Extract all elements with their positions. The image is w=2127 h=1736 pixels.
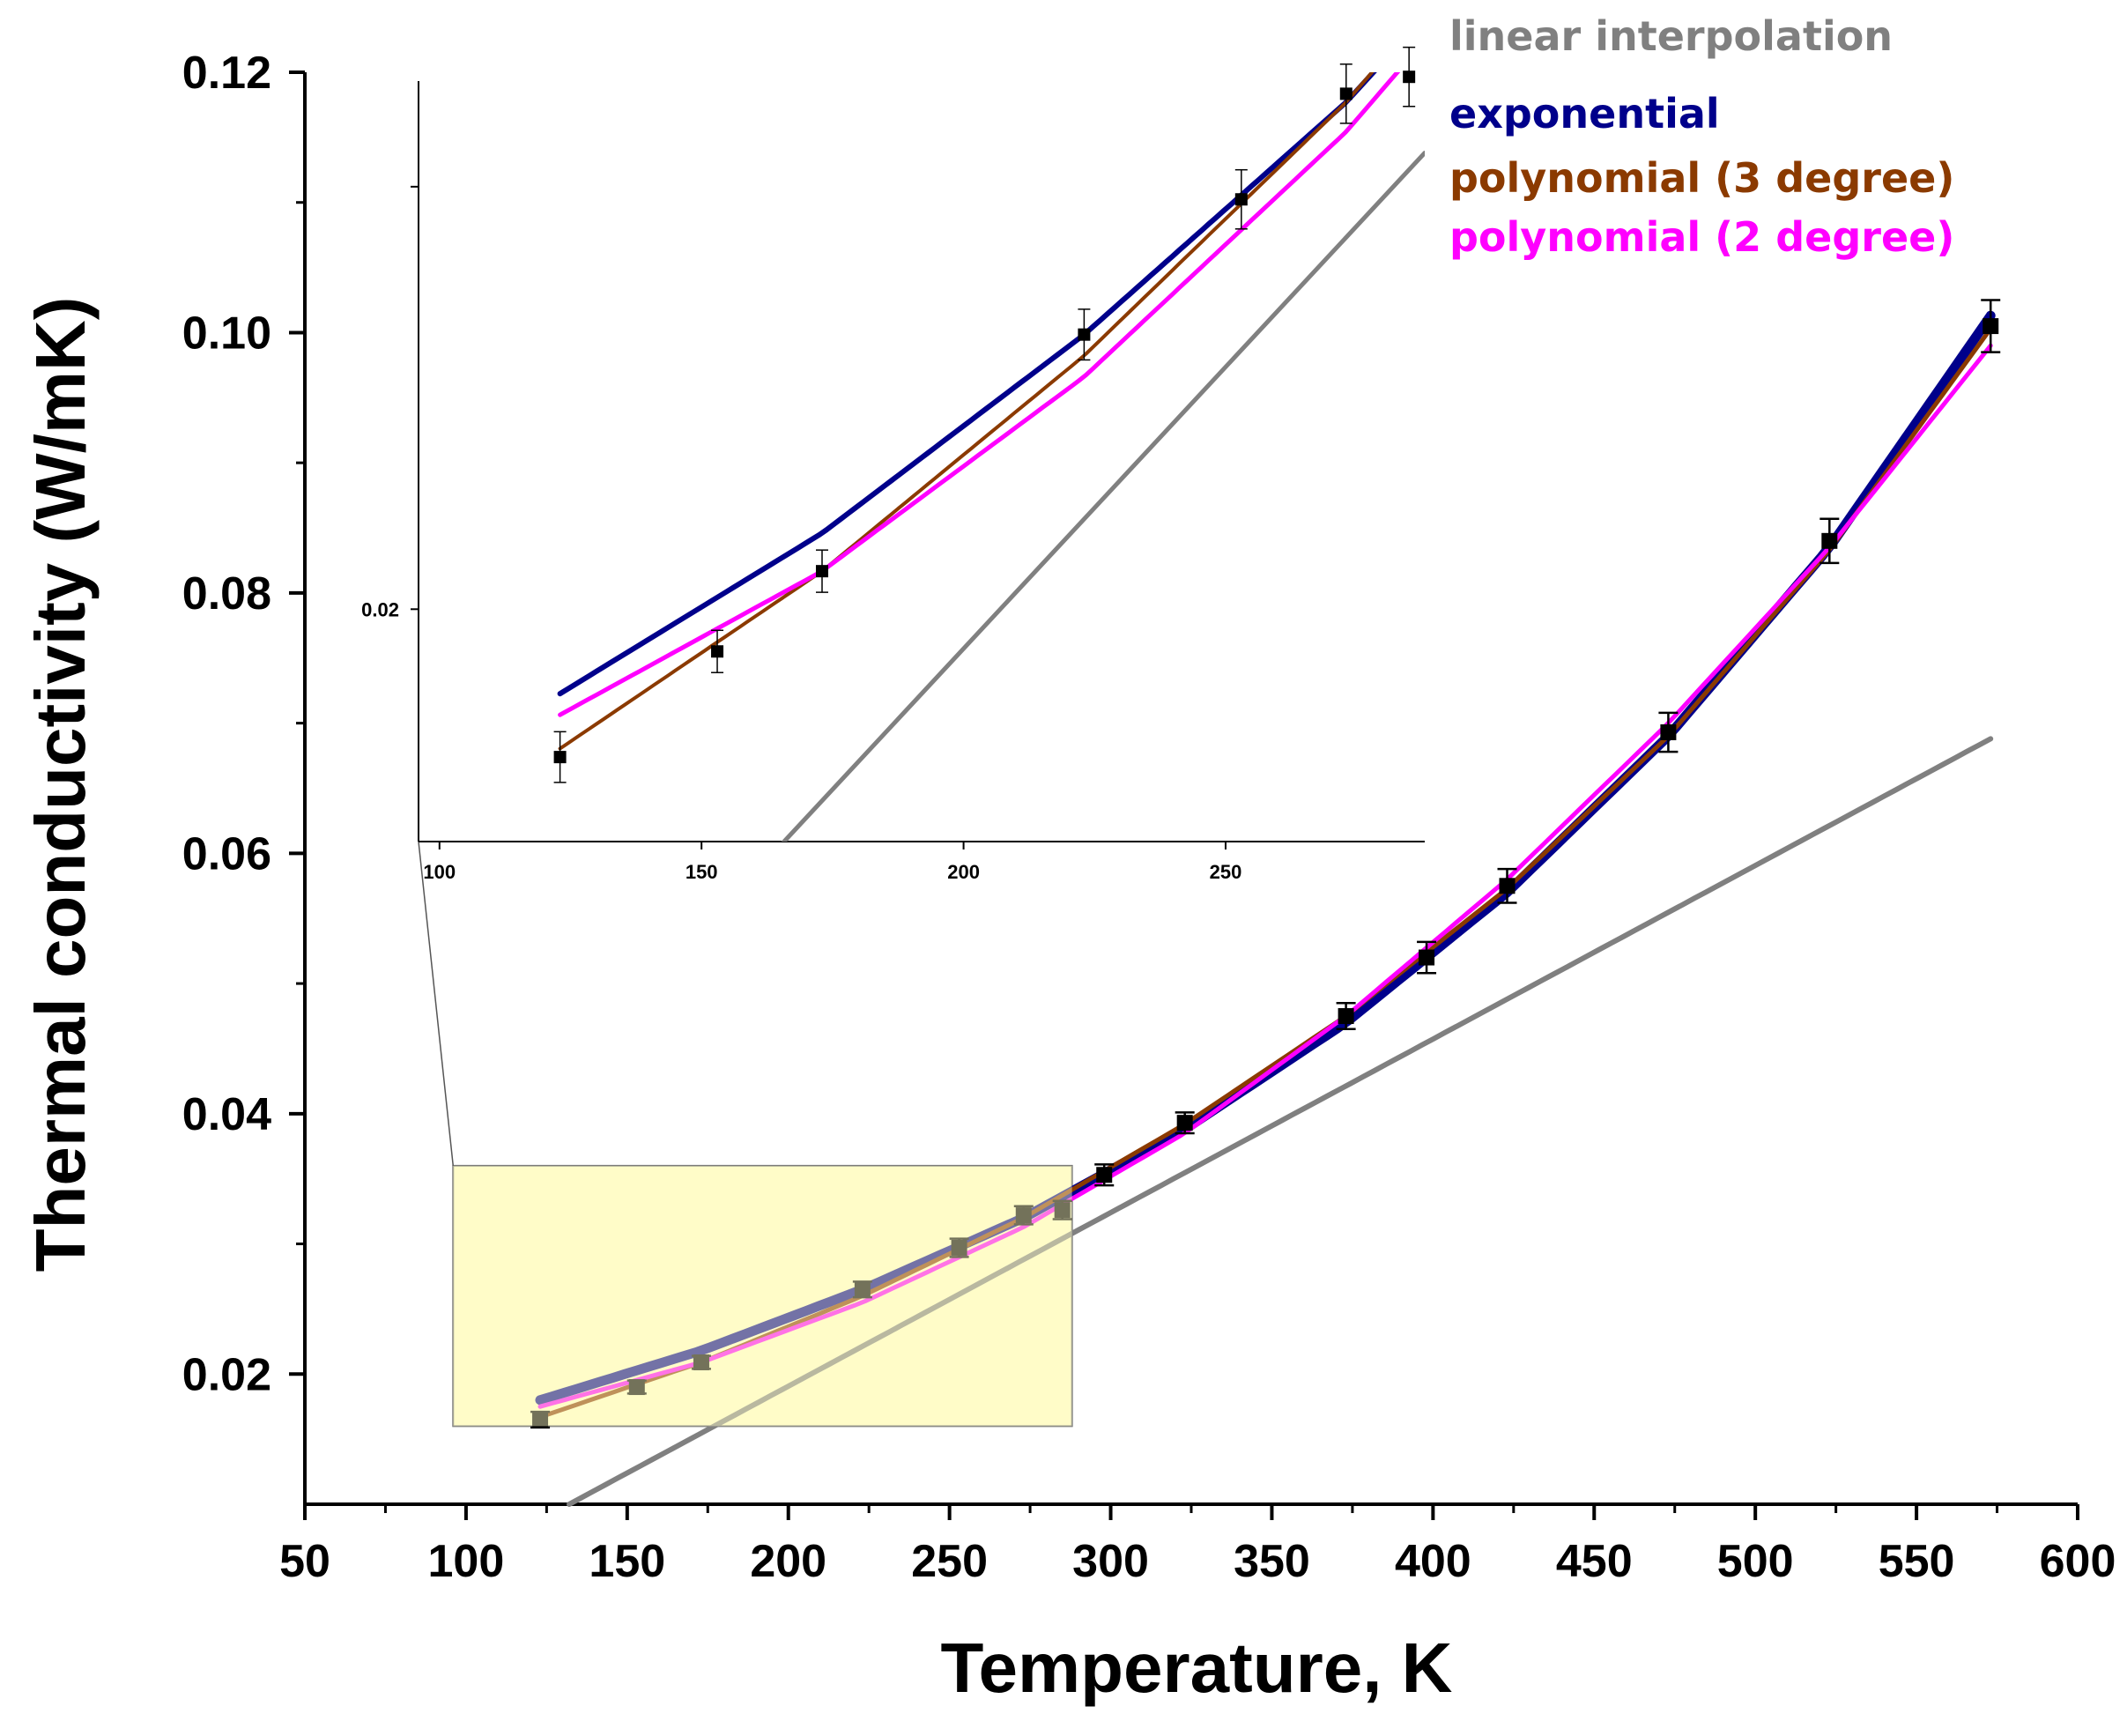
- data-point-marker: [1499, 878, 1516, 894]
- legend-polynomial-3-degree: polynomial (3 degree): [1449, 154, 1954, 202]
- legend: linear interpolation exponential polynom…: [1449, 12, 1954, 261]
- inset-series-layer: [557, 72, 1425, 842]
- x-tick-label: 600: [2040, 1536, 2116, 1587]
- zoom-connector-line: [418, 841, 455, 1166]
- data-point-marker: [1176, 1115, 1193, 1131]
- y-axis-title: Thermal conductivity (W/mK): [21, 297, 100, 1272]
- legend-exponential: exponential: [1449, 90, 1720, 137]
- main-data-points: [453, 299, 2001, 1429]
- inset-data-point-marker: [1339, 87, 1353, 100]
- inset-x-tick-label: 100: [423, 861, 456, 883]
- x-tick-label: 400: [1395, 1536, 1471, 1587]
- data-point-marker: [532, 1411, 549, 1428]
- data-point-marker: [1096, 1167, 1113, 1183]
- inset-series-line-exponential: [557, 72, 1377, 697]
- data-point-marker: [1015, 1207, 1032, 1224]
- data-point-marker: [1821, 532, 1838, 549]
- series-line-polynomial-2-degree: [537, 343, 1993, 1409]
- inset-axes: 100 150 200 250 0.02: [361, 81, 1425, 883]
- x-tick-label: 250: [911, 1536, 988, 1587]
- data-point-marker: [1338, 1008, 1354, 1025]
- inset-series-line-polynomial-2-degree: [558, 72, 1401, 717]
- inset-x-tick-label: 250: [1210, 861, 1242, 883]
- data-point-marker: [951, 1239, 967, 1256]
- y-tick-label: 0.10: [182, 308, 271, 359]
- zoom-region-overlay: [453, 1165, 1072, 1427]
- data-point-marker: [628, 1379, 645, 1396]
- x-tick-label: 150: [589, 1536, 665, 1587]
- x-tick-label: 350: [1234, 1536, 1310, 1587]
- zoom-region-highlight: [452, 1164, 1073, 1428]
- x-axis-title: Temperature, K: [941, 1628, 1453, 1707]
- data-point-marker: [1660, 723, 1677, 740]
- data-point-marker: [1982, 318, 1999, 335]
- inset-x-tick-label: 150: [686, 861, 718, 883]
- inset-data-point-marker: [1234, 193, 1248, 206]
- y-tick-label: 0.02: [182, 1349, 271, 1400]
- x-tick-label: 450: [1556, 1536, 1633, 1587]
- data-point-marker: [1054, 1202, 1071, 1219]
- inset-series-line-polynomial-3-degree: [558, 72, 1375, 751]
- series-line-linear-interpolation: [567, 736, 1994, 1507]
- y-tick-label: 0.08: [182, 568, 271, 619]
- x-tick-label: 100: [428, 1536, 505, 1587]
- inset-data-points: [553, 46, 1416, 783]
- inset-data-point-marker: [711, 645, 724, 658]
- x-tick-label: 550: [1879, 1536, 1955, 1587]
- data-point-marker: [1419, 949, 1435, 966]
- inset-data-point-marker: [1403, 70, 1416, 84]
- x-tick-label: 50: [279, 1536, 330, 1587]
- x-tick-label: 500: [1717, 1536, 1794, 1587]
- inset-x-tick-label: 200: [947, 861, 980, 883]
- main-axes: 50 100 150 200 250 300 350 400 450 500 550 600 0.02 0…: [182, 48, 2116, 1587]
- x-tick-label: 300: [1072, 1536, 1149, 1587]
- series-line-polynomial-3-degree: [537, 326, 1993, 1420]
- legend-polynomial-2-degree: polynomial (2 degree): [1449, 213, 1954, 261]
- inset-zoom-plot: 100 150 200 250 0.02: [361, 46, 1425, 883]
- inset-data-point-marker: [553, 751, 567, 764]
- legend-linear-interpolation: linear interpolation: [1449, 12, 1893, 60]
- inset-data-point-marker: [815, 565, 828, 578]
- main-series-layer: [535, 310, 1996, 1507]
- data-point-marker: [854, 1281, 871, 1298]
- y-tick-label: 0.04: [182, 1089, 271, 1140]
- x-tick-label: 200: [750, 1536, 826, 1587]
- inset-series-line-linear-interpolation: [781, 151, 1425, 842]
- y-tick-label: 0.12: [182, 48, 271, 99]
- y-tick-label: 0.06: [182, 828, 271, 879]
- data-point-marker: [693, 1354, 709, 1370]
- inset-data-point-marker: [1078, 328, 1091, 341]
- inset-y-tick-label: 0.02: [361, 598, 399, 620]
